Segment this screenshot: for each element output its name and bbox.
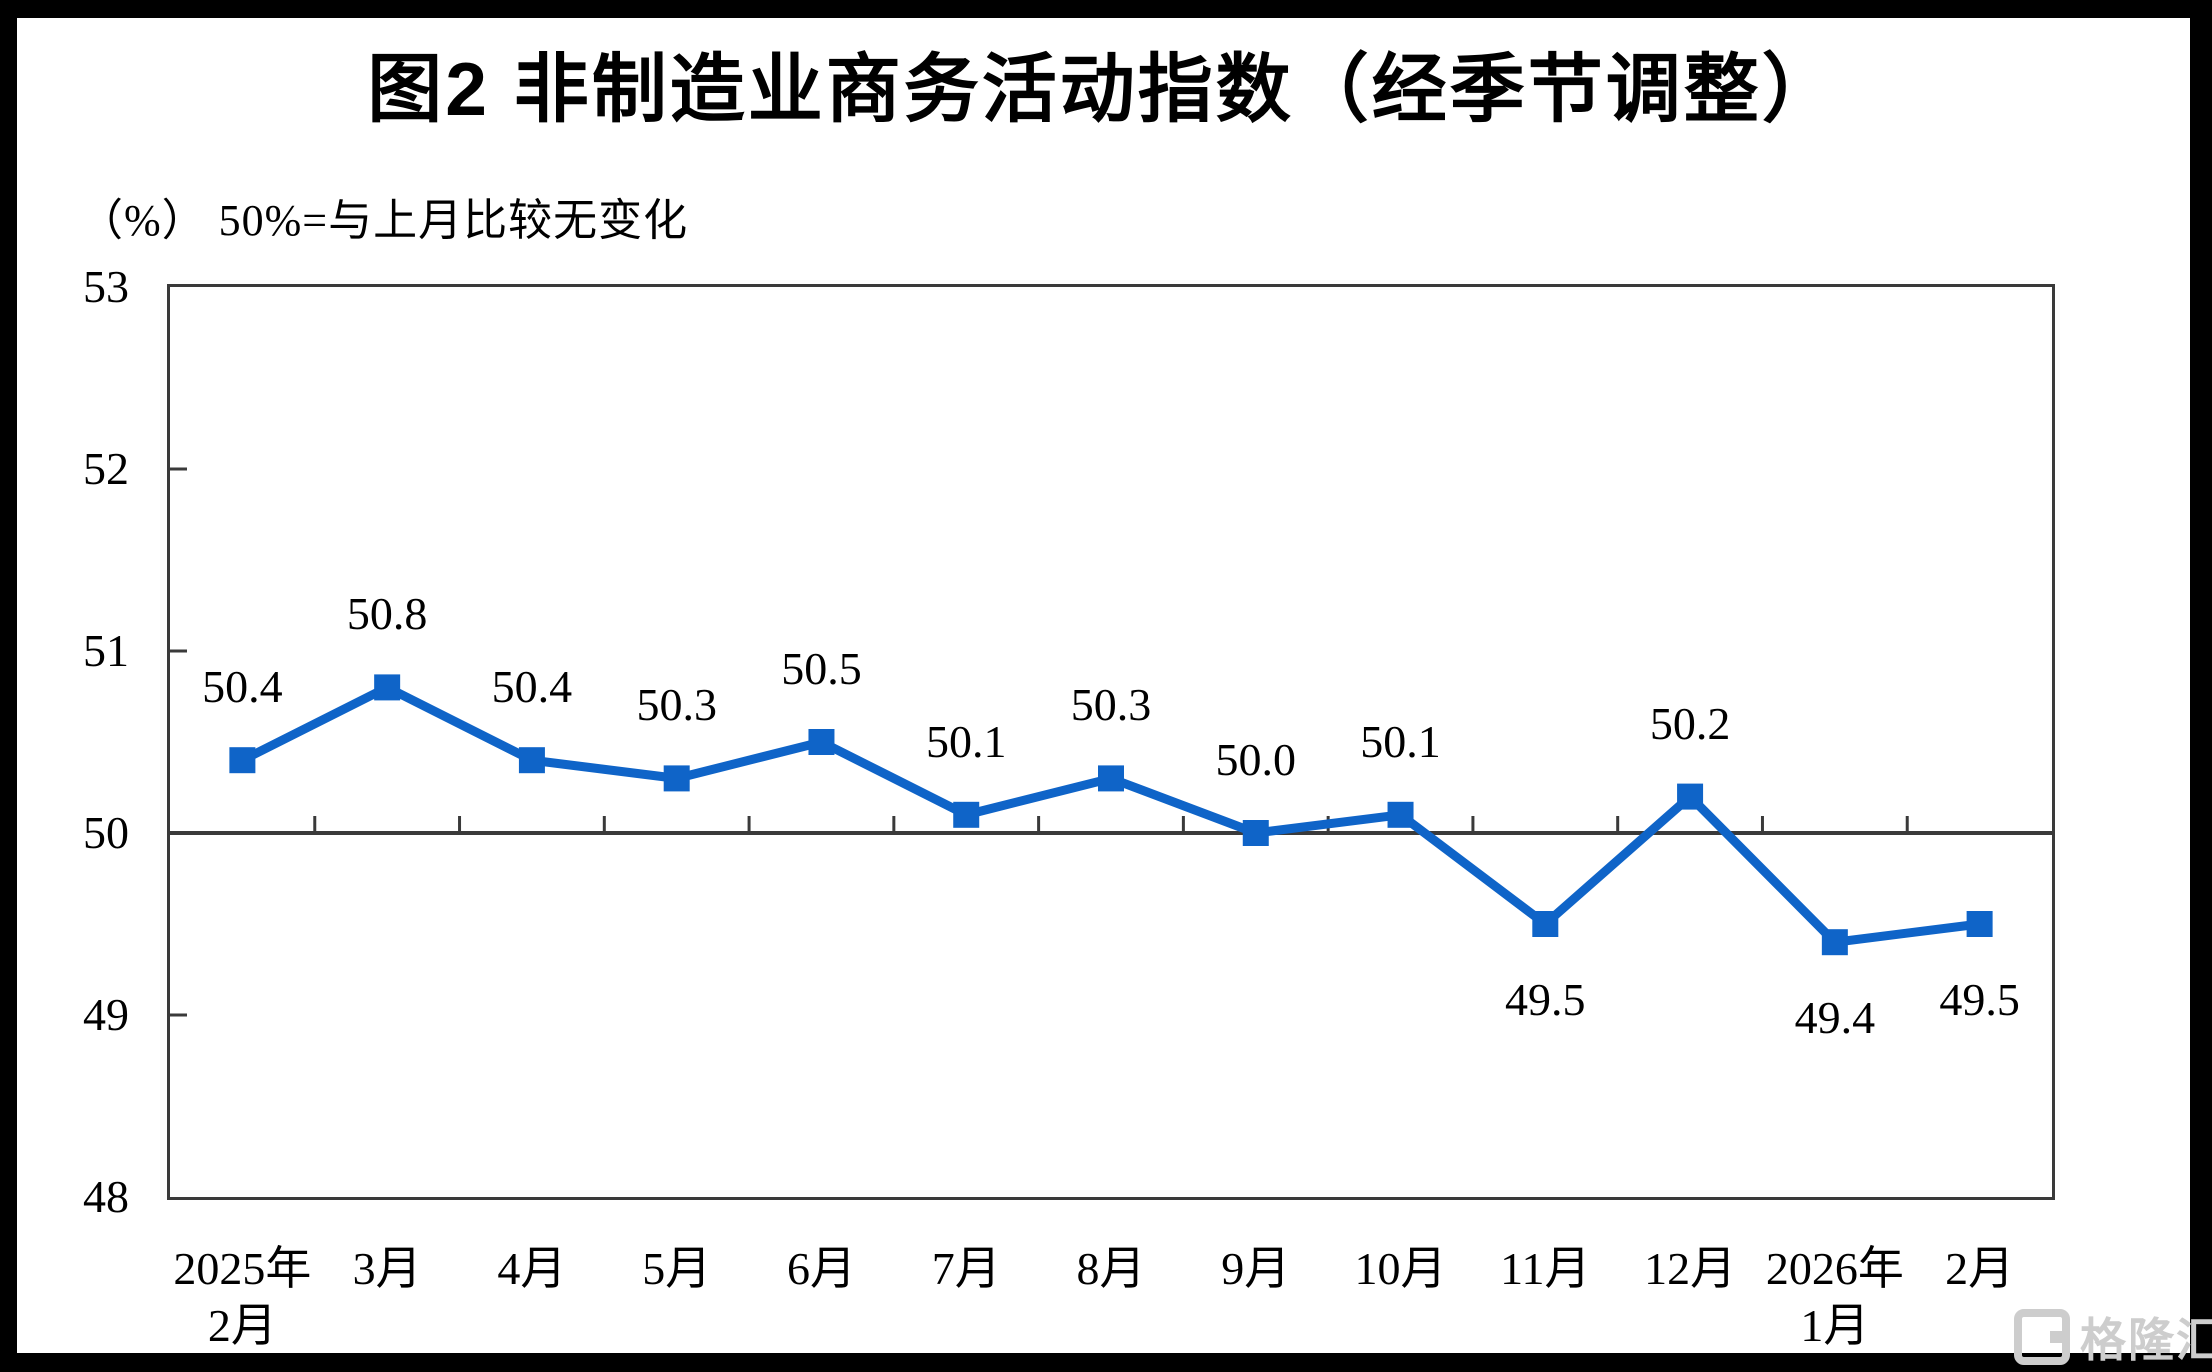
data-label: 50.1 [925, 715, 1007, 767]
x-axis-label-line: 6月 [786, 1243, 856, 1294]
data-marker [1966, 911, 1993, 937]
chart-svg [170, 467, 2052, 1017]
x-axis-label-line: 12月 [1644, 1243, 1737, 1294]
x-axis-label-line: 2月 [1945, 1243, 2015, 1294]
x-axis-label-line: 4月 [497, 1243, 567, 1294]
y-axis-label: 50 [83, 807, 129, 858]
y-axis-label: 49 [83, 989, 129, 1040]
x-axis-label-line: 11月 [1500, 1243, 1591, 1294]
x-axis-label-line: 2026年 [1765, 1243, 1904, 1294]
x-axis-label-line: 10月 [1354, 1243, 1447, 1294]
data-marker [953, 801, 980, 828]
y-axis-label: 48 [83, 1171, 129, 1222]
data-label: 50.1 [1360, 715, 1441, 767]
data-marker [1242, 820, 1269, 846]
gelonghui-logo-icon [2014, 1309, 2070, 1365]
data-label: 50.0 [1215, 734, 1297, 785]
x-axis-label: 3月 [353, 1240, 422, 1297]
x-axis-label: 7月 [932, 1240, 1001, 1297]
x-axis-label: 2月 [1945, 1240, 2014, 1297]
plot-area: 50.4 50.8 50.4 50.3 50.5 50.1 50.3 50.0 50.1 49.5… [167, 284, 2055, 1200]
data-marker [1387, 801, 1414, 828]
x-axis-label: 4月 [497, 1240, 566, 1297]
x-axis-label: 10月 [1355, 1240, 1447, 1297]
x-axis-label-line: 7月 [931, 1243, 1001, 1294]
watermark: 格隆汇 [2014, 1304, 2212, 1370]
data-marker [808, 729, 835, 755]
x-axis-label: 5月 [642, 1240, 711, 1297]
data-marker [1098, 765, 1124, 792]
watermark-label: 格隆汇 [2080, 1314, 2212, 1366]
y-axis-label: 53 [83, 261, 129, 312]
x-axis-label: 6月 [787, 1240, 856, 1297]
x-axis-label-line: 3月 [352, 1243, 422, 1294]
data-marker [663, 765, 690, 792]
data-label: 49.5 [1939, 974, 2020, 1025]
data-marker [374, 674, 401, 701]
data-label: 50.3 [636, 679, 717, 731]
x-axis-label-line: 9月 [1221, 1243, 1291, 1294]
axis-unit-note: （%） 50%=与上月比较无变化 [79, 196, 689, 245]
data-label: 49.4 [1794, 992, 1876, 1044]
data-label: 50.3 [1070, 679, 1152, 731]
x-axis-label-line: 1月 [1800, 1300, 1870, 1351]
data-label: 50.4 [491, 661, 573, 713]
data-marker [1677, 783, 1704, 810]
x-axis-label-line: 8月 [1076, 1243, 1146, 1294]
x-axis-label: 8月 [1077, 1240, 1146, 1297]
data-marker [229, 747, 256, 774]
x-axis-label-line: 2025年 [173, 1243, 312, 1294]
x-axis-label-line: 5月 [642, 1243, 712, 1294]
chart-canvas: 图2 非制造业商务活动指数（经季节调整） （%） 50%=与上月比较无变化 50… [17, 18, 2190, 1353]
x-axis-label: 9月 [1221, 1240, 1290, 1297]
data-marker [1821, 929, 1848, 956]
y-axis-label: 51 [83, 625, 129, 676]
x-axis-label: 2025年 2月 [173, 1240, 311, 1354]
x-axis-label-line: 2月 [207, 1300, 277, 1351]
data-marker [1532, 911, 1559, 937]
data-label: 49.5 [1505, 974, 1586, 1025]
data-label: 50.4 [202, 661, 283, 713]
data-label: 50.5 [781, 643, 862, 694]
y-axis-label: 52 [83, 443, 129, 494]
data-label: 50.2 [1649, 697, 1731, 749]
data-label: 50.8 [346, 588, 428, 640]
x-axis-label: 11月 [1500, 1240, 1590, 1297]
x-axis-label: 2026年 1月 [1766, 1240, 1904, 1354]
chart-title: 图2 非制造业商务活动指数（经季节调整） [367, 47, 1840, 131]
x-axis-label: 12月 [1644, 1240, 1736, 1297]
data-marker [518, 747, 545, 774]
